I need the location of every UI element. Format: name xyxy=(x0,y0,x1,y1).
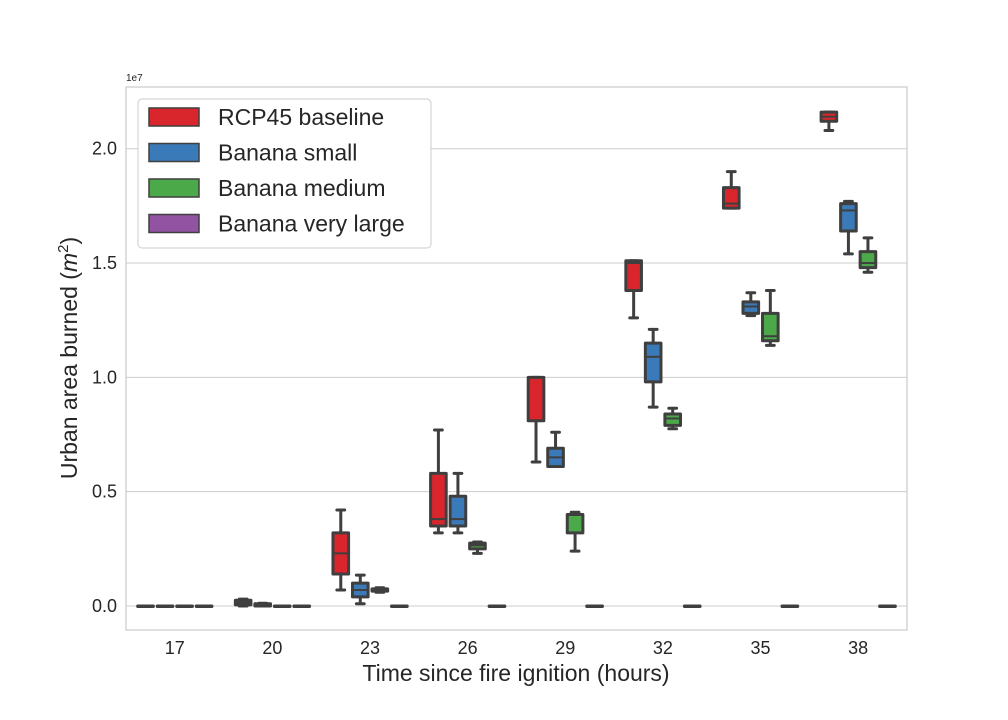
y-axis-label: Urban area burned (m2) xyxy=(55,237,82,479)
x-tick-label: 23 xyxy=(360,638,380,658)
box-banana-medium xyxy=(370,586,390,594)
y-axis-label-close: ) xyxy=(56,237,82,245)
box-banana-small xyxy=(546,430,565,469)
legend-label: Banana small xyxy=(218,140,357,166)
box-rcp45-baseline xyxy=(624,259,643,320)
box-banana-very-large xyxy=(292,604,312,608)
box-banana-very-large xyxy=(194,604,214,608)
x-tick-label: 26 xyxy=(458,638,478,658)
y-axis-label-math: m xyxy=(56,253,82,272)
box-banana-medium xyxy=(761,288,780,347)
box-banana-very-large xyxy=(487,604,507,608)
box-body xyxy=(839,202,858,233)
legend-frame xyxy=(137,98,432,249)
y-tick-label: 1.5 xyxy=(92,253,117,273)
box-banana-small xyxy=(253,601,272,608)
y-axis-label-superscript: 2 xyxy=(55,245,72,253)
x-tick-label: 17 xyxy=(165,638,185,658)
y-axis-label-text: Urban area burned ( xyxy=(56,272,82,479)
box-banana-very-large xyxy=(585,604,604,608)
box-body xyxy=(663,412,683,427)
box-banana-medium xyxy=(858,236,878,274)
x-tick-label: 20 xyxy=(262,638,282,658)
legend-label: Banana very large xyxy=(218,211,405,237)
box-banana-very-large xyxy=(682,604,702,608)
box-rcp45-baseline xyxy=(136,604,155,608)
y-tick-label: 2.0 xyxy=(92,139,117,159)
box-body xyxy=(721,186,741,210)
box-rcp45-baseline xyxy=(819,110,839,132)
box-banana-medium xyxy=(272,604,292,608)
legend-swatch xyxy=(148,107,200,127)
box-banana-medium xyxy=(663,406,683,431)
box-body xyxy=(624,259,643,292)
x-tick-label: 38 xyxy=(848,638,868,658)
box-banana-very-large xyxy=(878,604,897,608)
legend: RCP45 baseline Banana small Banana medium B… xyxy=(137,98,432,249)
box-body xyxy=(565,513,585,535)
box-banana-medium xyxy=(468,540,487,555)
box-banana-very-large xyxy=(780,604,800,608)
legend-swatch xyxy=(148,142,200,163)
y-tick-label: 0.0 xyxy=(92,596,117,616)
box-rcp45-baseline xyxy=(331,508,351,592)
y-offset-label: 1e7 xyxy=(126,73,143,84)
legend-swatch xyxy=(148,178,200,198)
plot-area-frame xyxy=(125,86,908,631)
box-rcp45-baseline xyxy=(429,428,448,535)
x-tick-labels: 17 20 23 26 29 32 35 38 xyxy=(165,638,868,658)
box-banana-small xyxy=(741,291,761,318)
x-tick-label: 32 xyxy=(653,638,673,658)
box-banana-small xyxy=(839,199,858,256)
x-axis-label: Time since fire ignition (hours) xyxy=(362,660,669,686)
box-body xyxy=(643,341,663,384)
box-body xyxy=(761,311,780,343)
legend-label: Banana medium xyxy=(218,175,386,201)
box-rcp45-baseline xyxy=(526,375,546,464)
y-tick-label: 1.0 xyxy=(92,367,117,387)
box-banana-very-large xyxy=(390,604,409,608)
box-body xyxy=(526,375,546,423)
y-tick-labels: 0.0 0.5 1.0 1.5 2.0 xyxy=(92,139,117,616)
box-body xyxy=(429,471,448,528)
x-tick-label: 29 xyxy=(555,638,575,658)
legend-swatch xyxy=(148,213,200,234)
box-groups xyxy=(136,110,897,608)
box-banana-medium xyxy=(565,510,585,553)
legend-label: RCP45 baseline xyxy=(218,104,384,130)
box-body xyxy=(448,494,468,528)
box-body xyxy=(741,300,761,315)
box-banana-small xyxy=(448,471,468,535)
box-rcp45-baseline xyxy=(721,170,741,210)
y-tick-label: 0.5 xyxy=(92,482,117,502)
box-banana-small xyxy=(643,327,663,409)
box-banana-small xyxy=(350,573,370,606)
box-banana-medium xyxy=(175,604,194,608)
x-tick-label: 35 xyxy=(751,638,771,658)
box-body xyxy=(858,250,878,270)
box-banana-small xyxy=(155,604,175,608)
box-rcp45-baseline xyxy=(233,597,253,608)
